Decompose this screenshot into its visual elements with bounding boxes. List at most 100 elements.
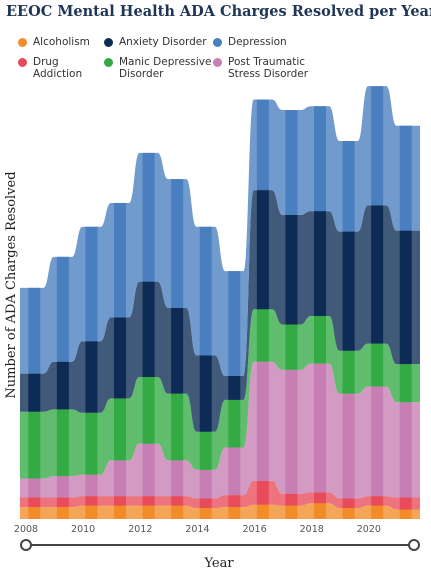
bar-post-traumatic-stress-disorder-2012[interactable] <box>142 443 155 497</box>
bar-post-traumatic-stress-disorder-2020[interactable] <box>371 386 384 497</box>
bar-drug-addiction-2021[interactable] <box>399 497 412 510</box>
bar-depression-2019[interactable] <box>342 141 355 232</box>
bar-anxiety-disorder-2015[interactable] <box>228 376 241 400</box>
bar-alcoholism-2021[interactable] <box>399 509 412 519</box>
bar-alcoholism-2010[interactable] <box>85 505 98 519</box>
x-tick-label-2018: 2018 <box>300 524 324 535</box>
bar-post-traumatic-stress-disorder-2019[interactable] <box>342 393 355 499</box>
bar-post-traumatic-stress-disorder-2016[interactable] <box>256 361 269 481</box>
bar-drug-addiction-2014[interactable] <box>199 498 212 509</box>
legend-item-anxiety-disorder[interactable]: Anxiety Disorder <box>104 36 207 48</box>
bar-depression-2015[interactable] <box>228 271 241 376</box>
bar-depression-2013[interactable] <box>171 179 184 308</box>
bar-post-traumatic-stress-disorder-2011[interactable] <box>114 460 126 497</box>
legend-item-alcoholism[interactable]: Alcoholism <box>18 36 90 48</box>
bar-anxiety-disorder-2008[interactable] <box>28 373 41 412</box>
bar-alcoholism-2014[interactable] <box>199 508 212 519</box>
bar-depression-2009[interactable] <box>56 256 69 362</box>
bar-anxiety-disorder-2011[interactable] <box>114 317 126 399</box>
bar-anxiety-disorder-2019[interactable] <box>342 231 355 351</box>
x-axis-ticks: 2008 2010 2012 2014 2016 2018 2020 <box>14 524 381 535</box>
bar-depression-2020[interactable] <box>371 86 384 206</box>
bar-post-traumatic-stress-disorder-2014[interactable] <box>199 469 212 499</box>
bar-anxiety-disorder-2017[interactable] <box>285 214 298 325</box>
bar-depression-2014[interactable] <box>199 226 212 356</box>
bar-anxiety-disorder-2020[interactable] <box>371 205 384 344</box>
bar-depression-2016[interactable] <box>256 99 269 191</box>
bar-manic-depressive-disorder-2009[interactable] <box>56 409 69 477</box>
range-slider-start-handle[interactable] <box>20 539 32 551</box>
bar-drug-addiction-2017[interactable] <box>285 493 298 506</box>
bar-anxiety-disorder-2014[interactable] <box>199 355 212 432</box>
bar-anxiety-disorder-2018[interactable] <box>314 211 326 316</box>
bar-post-traumatic-stress-disorder-2015[interactable] <box>228 447 241 496</box>
bar-drug-addiction-2019[interactable] <box>342 498 355 509</box>
range-slider-end-handle[interactable] <box>408 539 420 551</box>
bar-anxiety-disorder-2016[interactable] <box>256 190 269 310</box>
bar-manic-depressive-disorder-2020[interactable] <box>371 343 384 387</box>
bar-manic-depressive-disorder-2015[interactable] <box>228 399 241 448</box>
bar-drug-addiction-2011[interactable] <box>114 496 126 506</box>
bar-alcoholism-2013[interactable] <box>171 505 184 519</box>
bar-alcoholism-2012[interactable] <box>142 505 155 519</box>
legend-swatch-alcoholism <box>18 38 27 47</box>
bar-anxiety-disorder-2021[interactable] <box>399 230 412 365</box>
bar-manic-depressive-disorder-2014[interactable] <box>199 431 212 470</box>
bar-post-traumatic-stress-disorder-2013[interactable] <box>171 460 184 497</box>
bar-anxiety-disorder-2012[interactable] <box>142 281 155 377</box>
legend-item-drug-addiction[interactable]: Drug Addiction <box>18 56 82 80</box>
bar-depression-2012[interactable] <box>142 152 155 282</box>
bar-anxiety-disorder-2009[interactable] <box>56 361 69 410</box>
bar-anxiety-disorder-2010[interactable] <box>85 341 98 413</box>
bar-depression-2017[interactable] <box>285 110 298 215</box>
bar-post-traumatic-stress-disorder-2009[interactable] <box>56 476 69 498</box>
bar-manic-depressive-disorder-2011[interactable] <box>114 398 126 461</box>
bar-alcoholism-2018[interactable] <box>314 503 326 519</box>
bar-alcoholism-2017[interactable] <box>285 505 298 519</box>
bar-anxiety-disorder-2013[interactable] <box>171 307 184 394</box>
bar-depression-2008[interactable] <box>28 287 41 374</box>
range-slider[interactable] <box>20 539 420 551</box>
legend-item-post-traumatic-stress-disorder[interactable]: Post Traumatic Stress Disorder <box>213 56 308 80</box>
bar-drug-addiction-2008[interactable] <box>28 497 41 508</box>
bar-manic-depressive-disorder-2018[interactable] <box>314 315 326 364</box>
bar-post-traumatic-stress-disorder-2021[interactable] <box>399 402 412 498</box>
bar-manic-depressive-disorder-2016[interactable] <box>256 309 269 362</box>
bar-manic-depressive-disorder-2019[interactable] <box>342 350 355 394</box>
bar-manic-depressive-disorder-2021[interactable] <box>399 364 412 403</box>
bar-drug-addiction-2018[interactable] <box>314 492 326 504</box>
bar-alcoholism-2016[interactable] <box>256 504 269 519</box>
bar-alcoholism-2008[interactable] <box>28 507 41 519</box>
bar-alcoholism-2015[interactable] <box>228 507 241 519</box>
bar-drug-addiction-2015[interactable] <box>228 495 241 508</box>
legend-item-depression[interactable]: Depression <box>213 36 287 48</box>
bar-depression-2011[interactable] <box>114 202 126 318</box>
bar-manic-depressive-disorder-2017[interactable] <box>285 324 298 370</box>
bar-drug-addiction-2013[interactable] <box>171 496 184 506</box>
chart-title: EEOC Mental Health ADA Charges Resolved … <box>6 3 431 20</box>
bar-drug-addiction-2012[interactable] <box>142 496 155 506</box>
stacked-areas <box>20 86 420 519</box>
bar-post-traumatic-stress-disorder-2018[interactable] <box>314 363 326 493</box>
legend-item-manic-depressive-disorder[interactable]: Manic Depressive Disorder <box>104 56 211 80</box>
bar-alcoholism-2020[interactable] <box>371 505 384 519</box>
bar-manic-depressive-disorder-2008[interactable] <box>28 411 41 479</box>
bar-depression-2018[interactable] <box>314 106 326 212</box>
bar-manic-depressive-disorder-2013[interactable] <box>171 393 184 461</box>
legend-label-anxiety-disorder: Anxiety Disorder <box>119 36 207 48</box>
bar-post-traumatic-stress-disorder-2008[interactable] <box>28 478 41 498</box>
bar-drug-addiction-2016[interactable] <box>256 480 269 505</box>
bar-manic-depressive-disorder-2010[interactable] <box>85 412 98 475</box>
bar-drug-addiction-2020[interactable] <box>371 496 384 506</box>
bar-post-traumatic-stress-disorder-2010[interactable] <box>85 474 98 497</box>
bar-drug-addiction-2010[interactable] <box>85 496 98 506</box>
bar-alcoholism-2019[interactable] <box>342 508 355 519</box>
bar-alcoholism-2011[interactable] <box>114 505 126 519</box>
bar-post-traumatic-stress-disorder-2017[interactable] <box>285 369 298 494</box>
bar-alcoholism-2009[interactable] <box>56 507 69 519</box>
bar-drug-addiction-2009[interactable] <box>56 497 69 508</box>
bar-manic-depressive-disorder-2012[interactable] <box>142 376 155 444</box>
bar-depression-2010[interactable] <box>85 226 98 342</box>
x-tick-label-2010: 2010 <box>71 524 95 535</box>
bar-depression-2021[interactable] <box>399 125 412 231</box>
